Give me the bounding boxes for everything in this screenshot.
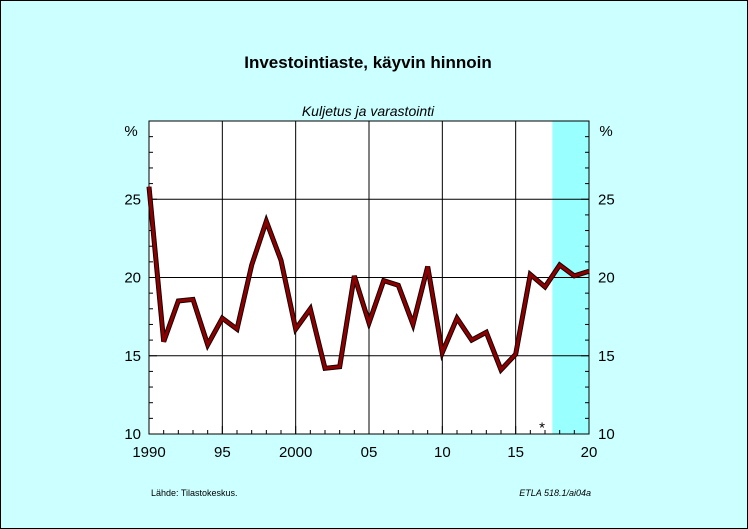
x-tick-label: 10 <box>434 444 451 461</box>
y-tick-label-left: 20 <box>124 270 141 287</box>
y-tick-label-right: 10 <box>598 426 615 443</box>
source-note: Lähde: Tilastokeskus. <box>151 488 238 498</box>
x-tick-label: 15 <box>507 444 524 461</box>
chart-subtitle: Kuljetus ja varastointi <box>302 103 435 119</box>
plot-border <box>148 120 590 435</box>
y-tick-label-right: 15 <box>598 348 615 365</box>
credit-note: ETLA 518.1/ai04a <box>519 488 591 498</box>
forecast-annotation: * <box>539 420 545 437</box>
x-tick-label: 1990 <box>132 444 165 461</box>
x-tick-label: 05 <box>361 444 378 461</box>
y-axis-unit-left: % <box>124 123 137 140</box>
y-axis-unit-right: % <box>599 123 612 140</box>
x-tick-label: 2000 <box>279 444 312 461</box>
y-tick-label-left: 15 <box>124 348 141 365</box>
plot-area: 10 10 15 15 20 20 25 25 1990 95 2000 05 10 15 20 * <box>124 120 615 461</box>
chart-title: Investointiaste, käyvin hinnoin <box>244 53 492 72</box>
y-tick-label-right: 25 <box>598 191 615 208</box>
y-tick-label-left: 25 <box>124 191 141 208</box>
series-line <box>147 186 590 373</box>
x-tick-label: 95 <box>214 444 231 461</box>
y-tick-label-left: 10 <box>124 426 141 443</box>
x-tick-label: 20 <box>581 444 598 461</box>
y-tick-label-right: 20 <box>598 270 615 287</box>
